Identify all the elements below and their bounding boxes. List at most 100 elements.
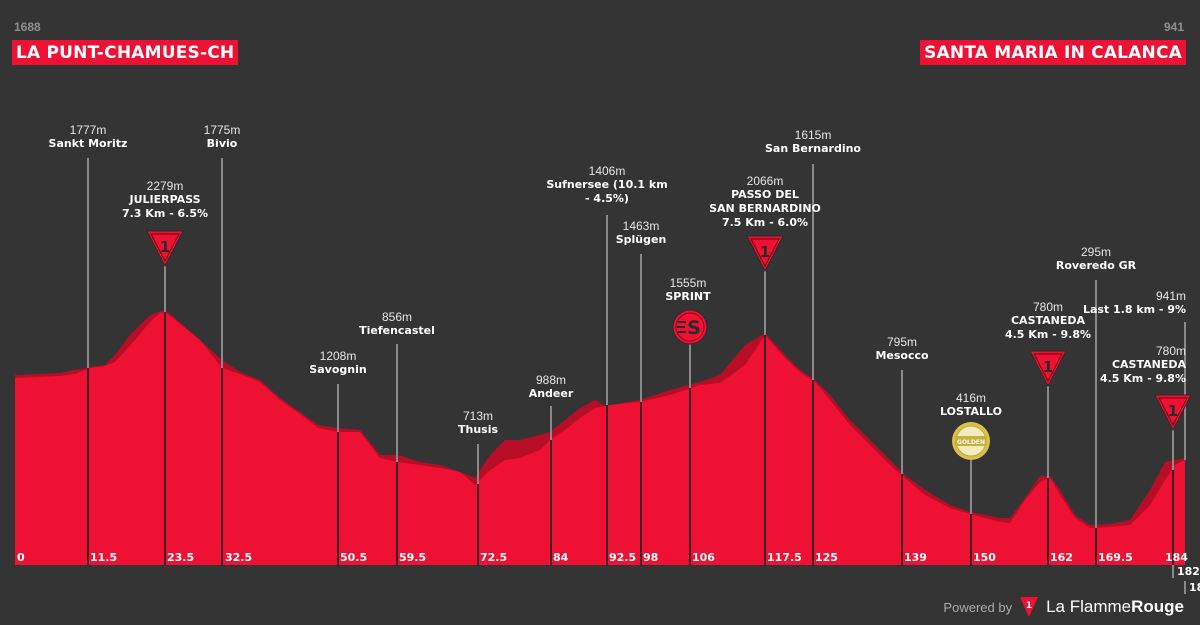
finish-title: SANTA MARIA IN CALANCA: [920, 40, 1186, 65]
la-flamme-rouge-logo-icon: 1: [1020, 597, 1039, 617]
powered-by-label: Powered by: [943, 599, 1013, 615]
svg-text:1: 1: [1168, 402, 1178, 420]
point-altitude: 2279m: [146, 179, 184, 193]
point-altitude: 795m: [886, 335, 918, 349]
point-altitude: 1777m: [69, 123, 107, 137]
point-name: Mesocco: [875, 349, 929, 362]
point-bivio: 1775m Bivio: [204, 123, 241, 151]
point-castaneda-2: 780m CASTANEDA 4.5 Km - 9.8%: [1100, 344, 1186, 386]
km-tick: 106: [692, 551, 715, 564]
point-name-cont: - 4.5%): [585, 192, 629, 205]
climb-detail: 7.3 Km - 6.5%: [121, 207, 209, 220]
point-name: Sufnersee (10.1 km: [546, 178, 668, 191]
km-tick: 11.5: [90, 551, 118, 564]
point-name: CASTANEDA: [1111, 358, 1186, 371]
point-altitude: 780m: [1155, 344, 1186, 358]
point-castaneda-1: 780m CASTANEDA 4.5 Km - 9.8%: [1005, 300, 1091, 342]
point-name: Andeer: [528, 387, 574, 400]
point-name: Last 1.8 km - 9%: [1082, 303, 1186, 316]
point-name: JULIERPASS: [129, 193, 201, 206]
point-lostallo: 416m LOSTALLO: [940, 391, 1002, 419]
point-altitude: 780m: [1032, 300, 1064, 314]
brand-light: La Flamme: [1046, 597, 1132, 616]
point-name: SPRINT: [665, 290, 711, 303]
point-san-bernardino: 1615m San Bernardino: [765, 128, 861, 156]
point-savognin: 1208m Savognin: [309, 349, 366, 377]
point-name: Sankt Moritz: [48, 137, 128, 150]
point-altitude: 1615m: [794, 128, 832, 142]
profile-area: [15, 312, 1185, 565]
golden-km-icon: GOLDEN: [952, 422, 990, 460]
svg-text:1: 1: [1043, 358, 1053, 376]
km-tick: 162: [1050, 551, 1073, 564]
point-name: Thusis: [457, 423, 499, 436]
km-tick: 182: [1172, 565, 1200, 578]
point-altitude: 1555m: [669, 276, 707, 290]
point-sankt-moritz: 1777m Sankt Moritz: [49, 123, 128, 151]
km-tick: 150: [973, 551, 996, 564]
km-tick: 23.5: [167, 551, 195, 564]
point-name: Tiefencastel: [359, 324, 435, 337]
point-name-cont: SAN BERNARDINO: [709, 202, 821, 215]
point-altitude: 2066m: [746, 174, 784, 188]
svg-text:1: 1: [1026, 601, 1032, 611]
brand-name: La FlammeRouge: [1046, 597, 1184, 617]
point-name: PASSO DEL: [731, 188, 799, 201]
point-tiefencastel: 856m Tiefencastel: [359, 310, 435, 338]
point-finish-last-km: 941m Last 1.8 km - 9%: [1083, 289, 1186, 317]
point-name: Roveredo GR: [1055, 259, 1137, 272]
marker-lines: [87, 158, 1186, 528]
km-tick: 92.5: [609, 551, 637, 564]
point-name: Splügen: [615, 233, 667, 246]
point-altitude: 988m: [535, 373, 567, 387]
km-tick: 184: [1165, 551, 1188, 564]
climb-detail: 4.5 Km - 9.8%: [1099, 372, 1186, 385]
km-tick: 117.5: [767, 551, 802, 564]
climb-detail: 4.5 Km - 9.8%: [1004, 328, 1092, 341]
point-altitude: 1775m: [203, 123, 241, 137]
brand-bold: Rouge: [1131, 597, 1184, 616]
point-julierpass: 2279m JULIERPASS 7.3 Km - 6.5%: [122, 179, 208, 221]
svg-text:S: S: [687, 317, 701, 339]
point-name: San Bernardino: [765, 142, 861, 155]
point-altitude: 1406m: [588, 164, 626, 178]
point-name: LOSTALLO: [939, 405, 1003, 418]
point-altitude: 1208m: [319, 349, 357, 363]
point-passo-san-bernardino: 2066m PASSO DEL SAN BERNARDINO 7.5 Km - …: [709, 174, 821, 230]
km-tick: 59.5: [399, 551, 427, 564]
point-mesocco: 795m Mesocco: [875, 335, 928, 363]
point-thusis: 713m Thusis: [458, 409, 498, 437]
point-name: CASTANEDA: [1010, 314, 1086, 327]
svg-text:1: 1: [160, 238, 170, 256]
km-tick: 84: [553, 551, 569, 564]
point-sprint: 1555m SPRINT: [665, 276, 710, 304]
point-altitude: 941m: [1155, 289, 1186, 303]
point-andeer: 988m Andeer: [529, 373, 574, 401]
point-altitude: 295m: [1080, 245, 1112, 259]
climb-detail: 7.5 Km - 6.0%: [721, 216, 809, 229]
finish-altitude: 941: [1163, 20, 1184, 34]
climb-marker-castaneda-2-icon: 1: [1154, 394, 1192, 432]
svg-text:GOLDEN: GOLDEN: [957, 439, 985, 446]
point-name: Bivio: [206, 137, 238, 150]
km-tick: 169.5: [1098, 551, 1133, 564]
km-dividers: [87, 312, 1174, 566]
km-tick: 0: [17, 551, 25, 564]
start-title: LA PUNT-CHAMUES-CH: [12, 40, 239, 65]
km-tick: 32.5: [225, 551, 253, 564]
point-altitude: 1463m: [622, 219, 660, 233]
point-altitude: 713m: [462, 409, 494, 423]
km-tick: 139: [904, 551, 927, 564]
km-tick: 125: [815, 551, 838, 564]
km-tick: 183: [1184, 581, 1200, 594]
start-altitude: 1688: [14, 20, 41, 34]
point-splugen: 1463m Splügen: [616, 219, 667, 247]
km-tick: 72.5: [480, 551, 508, 564]
point-altitude: 856m: [381, 310, 413, 324]
km-tick: 50.5: [340, 551, 368, 564]
climb-marker-castaneda-1-icon: 1: [1029, 350, 1067, 388]
point-name: Savognin: [309, 363, 367, 376]
climb-marker-julierpass-icon: 1: [146, 230, 184, 268]
km-tick: 98: [643, 551, 659, 564]
